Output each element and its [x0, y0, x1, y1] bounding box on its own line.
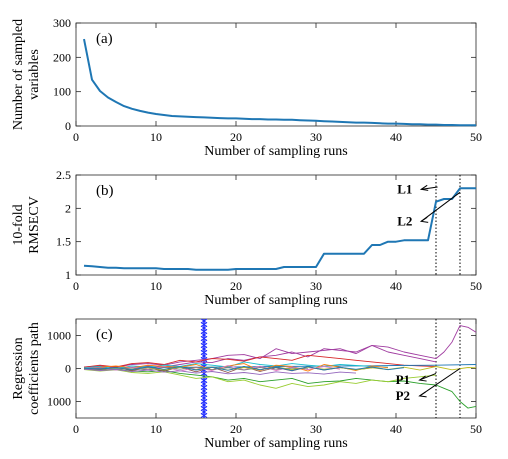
plot-area — [75, 22, 477, 127]
x-tick-label: 50 — [470, 279, 482, 293]
marker-x — [200, 392, 208, 397]
marker-x — [200, 381, 208, 387]
marker-x — [200, 385, 208, 390]
y-axis-label: RMSECV — [27, 196, 42, 254]
marker-x — [200, 336, 208, 341]
arrow-head — [418, 391, 427, 398]
x-tick-label: 30 — [310, 279, 322, 293]
x-tick-label: 10 — [150, 422, 162, 436]
y-axis-label: Number of sampled — [11, 19, 26, 130]
x-tick-label: 40 — [390, 130, 402, 144]
series-line-2 — [83, 354, 437, 368]
series-line-3 — [83, 368, 477, 409]
x-tick-label: 10 — [150, 279, 162, 293]
marker-x — [200, 332, 208, 338]
x-tick-label: 30 — [310, 422, 322, 436]
annotation-label: P1 — [396, 372, 410, 387]
marker-x — [200, 406, 208, 411]
annotation-label: P2 — [396, 388, 410, 403]
marker-x — [200, 399, 208, 404]
series-line-0 — [83, 187, 476, 271]
x-tick-label: 0 — [73, 279, 79, 293]
x-tick-label: 40 — [390, 279, 402, 293]
marker-x — [200, 339, 208, 345]
y-tick-label: 1000 — [47, 329, 71, 343]
x-tick-label: 50 — [470, 130, 482, 144]
panel-label: (b) — [96, 183, 114, 199]
y-tick-label: 2 — [65, 201, 71, 215]
y-tick-label: 1.5 — [56, 235, 71, 249]
marker-x — [200, 353, 208, 359]
marker-x — [200, 318, 208, 324]
panel-label: (a) — [96, 31, 113, 47]
series-line-12 — [83, 368, 357, 375]
arrow-head — [418, 375, 427, 382]
y-axis-label: coefficients path — [27, 322, 42, 415]
series-line-0 — [83, 325, 477, 368]
marker-x — [200, 388, 208, 394]
marker-x — [200, 325, 208, 331]
y-tick-label: 2.5 — [56, 168, 71, 182]
y-tick-label: 0 — [65, 119, 71, 133]
marker-x — [200, 329, 208, 334]
y-tick-label: 100 — [53, 85, 71, 99]
series-line-4 — [83, 369, 437, 389]
panel-a: 0 10 20 30 40 50 0 100 200 300 Number of sampling … — [11, 16, 482, 159]
y-axis-label: variables — [27, 49, 42, 100]
x-axis-label: Number of sampling runs — [204, 144, 347, 159]
series-line-11 — [83, 366, 477, 371]
series-line-0 — [83, 38, 476, 127]
annotation-arrow — [419, 372, 437, 381]
y-tick-label: 0 — [65, 362, 71, 376]
series-line-13 — [83, 365, 405, 372]
x-tick-label: 30 — [310, 130, 322, 144]
marker-x — [200, 346, 208, 352]
marker-x — [200, 350, 208, 355]
marker-x — [200, 413, 208, 418]
marker-x — [200, 409, 208, 415]
x-tick-label: 20 — [230, 279, 242, 293]
series-line-10 — [83, 366, 309, 371]
marker-x — [200, 378, 208, 383]
x-axis-label: Number of sampling runs — [204, 436, 347, 451]
panel-label: (c) — [96, 327, 113, 343]
y-tick-label: 1 — [65, 268, 71, 282]
x-tick-label: 10 — [150, 130, 162, 144]
x-tick-label: 0 — [73, 130, 79, 144]
x-tick-label: 50 — [470, 422, 482, 436]
marker-x — [200, 395, 208, 401]
marker-x — [200, 322, 208, 327]
arrow-head — [419, 216, 429, 223]
y-tick-label: 300 — [53, 16, 71, 30]
x-tick-label: 20 — [230, 422, 242, 436]
annotation-arrow — [420, 191, 461, 222]
arrow-head — [419, 184, 429, 191]
x-tick-label: 20 — [230, 130, 242, 144]
x-tick-label: 0 — [73, 422, 79, 436]
annotation-arrow — [421, 186, 438, 190]
annotation-arrow — [419, 368, 461, 397]
annotation-label: L2 — [397, 213, 412, 228]
plot-area — [75, 174, 477, 276]
y-tick-label: 1000 — [47, 395, 71, 409]
y-axis-label: Regression — [11, 337, 26, 399]
panel-b: 0 10 20 30 40 50 1 1.5 2 2.5 Number of sampling ru… — [11, 168, 482, 308]
x-axis-label: Number of sampling runs — [204, 293, 347, 308]
y-tick-label: 200 — [53, 50, 71, 64]
annotation-label: L1 — [397, 181, 412, 196]
y-axis-label: 10-fold — [11, 204, 26, 245]
marker-x — [200, 343, 208, 348]
marker-x — [200, 402, 208, 408]
x-tick-label: 40 — [390, 422, 402, 436]
